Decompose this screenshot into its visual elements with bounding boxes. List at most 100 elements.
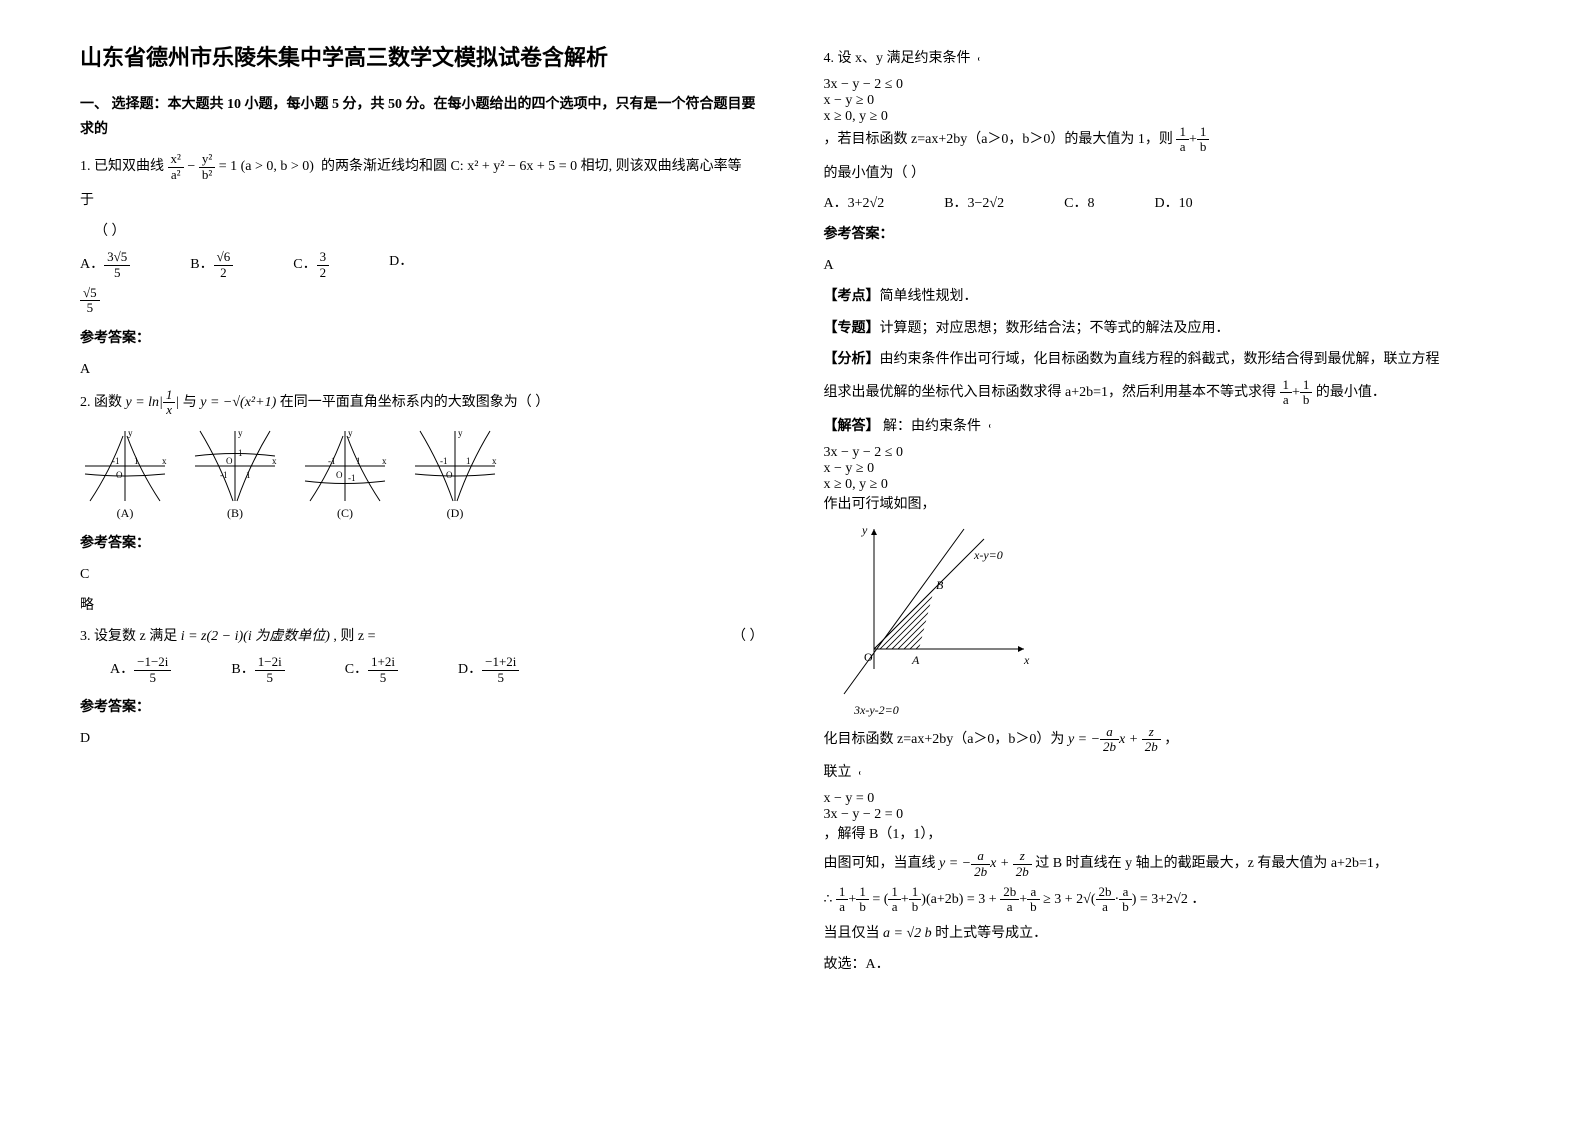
svg-text:O: O xyxy=(116,470,123,480)
q4-t4: 当且仅当 a = √2 b 时上式等号成立． xyxy=(824,921,1508,946)
section-1-heading: 一、 选择题：本大题共 10 小题，每小题 5 分，共 50 分。在每小题给出的… xyxy=(80,92,764,142)
svg-text:1: 1 xyxy=(246,470,251,480)
q4-t5: 故选：A． xyxy=(824,952,1508,977)
q2-stem-c: 在同一平面直角坐标系内的大致图象为（ ） xyxy=(280,395,550,410)
q2-stem: 2. 函数 y = ln|1x| 与 y = −√(x²+1) 在同一平面直角坐… xyxy=(80,388,764,418)
q1-opt-d: D． xyxy=(389,250,413,280)
q3-opt-a: A．−1−2i5 xyxy=(110,655,171,685)
q1-stem-d: 于 xyxy=(80,188,764,213)
q3-stem-b: , 则 z = xyxy=(333,629,375,644)
q4-t2: 由图可知，当直线 y = −a2bx + z2b 过 B 时直线在 y 轴上的截… xyxy=(824,849,1508,879)
q4-opt-c: C．8 xyxy=(1064,192,1094,212)
q1-stem: 1. 已知双曲线 x²a² − y²b² = 1 (a > 0, b > 0) … xyxy=(80,152,764,182)
svg-text:3x-y-2=0: 3x-y-2=0 xyxy=(853,703,899,717)
q4-ans: A xyxy=(824,253,1508,278)
svg-text:1: 1 xyxy=(134,456,139,466)
q1-options: A．3√55 B．√62 C．32 D． xyxy=(80,250,764,280)
q4-t1: 化目标函数 z=ax+2by（a＞0，b＞0）为 y = −a2bx + z2b… xyxy=(824,725,1508,755)
q4-stem-b: ，若目标函数 z=ax+2by（a＞0，b＞0）的最大值为 1，则 xyxy=(824,132,1177,147)
q3-ans: D xyxy=(80,726,764,751)
q1-opt-d-frac: √55 xyxy=(80,286,764,316)
svg-text:y: y xyxy=(458,428,463,438)
q1-opt-c: C．32 xyxy=(293,250,329,280)
q4-lianli: 联立 xyxy=(824,760,1508,785)
q4-tailfrac: 1a xyxy=(1176,125,1189,155)
q2-label-d: (D) xyxy=(410,506,500,521)
q4-zhuanti: 【专题】计算题；对应思想；数形结合法；不等式的解法及应用． xyxy=(824,316,1508,341)
svg-text:O: O xyxy=(226,456,233,466)
q1-stem-b: 的两条渐近线均和圆 C: xyxy=(321,159,467,174)
svg-text:O: O xyxy=(336,470,343,480)
q2-label-c: (C) xyxy=(300,506,390,521)
q2-label-b: (B) xyxy=(190,506,280,521)
q1-stem-a: 1. 已知双曲线 xyxy=(80,159,168,174)
q4-options: A．3+2√2 B．3−2√2 C．8 D．10 xyxy=(824,192,1508,212)
svg-text:x: x xyxy=(492,456,497,466)
q4-constraints xyxy=(978,57,991,61)
q1-hyperbola: x²a² xyxy=(168,152,184,182)
q2-note: 略 xyxy=(80,593,764,618)
q2-graph-d: -1 O 1 x y (D) xyxy=(410,426,500,521)
svg-text:-1: -1 xyxy=(440,456,448,466)
q3-opt-b: B．1−2i5 xyxy=(231,655,284,685)
q4-stem-a: 4. 设 x、y 满足约束条件 xyxy=(824,51,975,66)
page-title: 山东省德州市乐陵朱集中学高三数学文模拟试卷含解析 xyxy=(80,40,764,72)
q2-graphs: -1O1 xy (A) -1O1 1 xy (B) xyxy=(80,426,764,521)
q2-graph-b: -1O1 1 xy (B) xyxy=(190,426,280,521)
svg-text:1: 1 xyxy=(356,456,361,466)
q4-stem-c: 的最小值为（ ） xyxy=(824,161,1508,186)
q4-jieda-intro: 【解答】 解：由约束条件 xyxy=(824,414,1508,439)
q2-graph-c: -1O1 -1 xy (C) xyxy=(300,426,390,521)
svg-text:-1: -1 xyxy=(112,456,120,466)
q1-opt-b: B．√62 xyxy=(190,250,233,280)
q1-stem-c: 相切, 则该双曲线离心率等 xyxy=(581,159,742,174)
q3-stem-a: 3. 设复数 z 满足 xyxy=(80,629,181,644)
q3-opt-d: D．−1+2i5 xyxy=(458,655,519,685)
svg-text:B: B xyxy=(936,578,944,592)
svg-text:y: y xyxy=(861,523,868,537)
svg-text:-1: -1 xyxy=(328,456,336,466)
svg-text:x: x xyxy=(162,456,167,466)
svg-text:1: 1 xyxy=(466,456,471,466)
q2-f1: y = ln|1x| xyxy=(126,395,180,410)
q3-eq: i = z(2 − i)(i 为虚数单位) xyxy=(181,629,330,644)
q2-f2: y = −√(x²+1) xyxy=(200,395,276,410)
q4-opt-d: D．10 xyxy=(1154,192,1192,212)
q2-stem-a: 2. 函数 xyxy=(80,395,126,410)
svg-text:x-y=0: x-y=0 xyxy=(973,548,1003,562)
q3-stem: 3. 设复数 z 满足 i = z(2 − i)(i 为虚数单位) , 则 z … xyxy=(80,624,764,649)
q1-circle: x² + y² − 6x + 5 = 0 xyxy=(467,159,577,174)
q4-fenxi-2: 组求出最优解的坐标代入目标函数求得 a+2b=1，然后利用基本不等式求得 1a+… xyxy=(824,378,1508,408)
svg-text:x: x xyxy=(272,456,277,466)
q4-t3: ∴ 1a+1b = (1a+1b)(a+2b) = 3 + 2ba+ab ≥ 3… xyxy=(824,885,1508,915)
q4-ans-label: 参考答案： xyxy=(824,222,1508,247)
svg-text:-1: -1 xyxy=(348,473,356,483)
svg-text:y: y xyxy=(238,428,243,438)
q4-feasible-region-graph: O x y x-y=0 3x-y-2=0 A B xyxy=(824,519,1508,719)
q3-opt-c: C．1+2i5 xyxy=(345,655,398,685)
q4-opt-b: B．3−2√2 xyxy=(944,192,1004,212)
q3-paren: （ ） xyxy=(732,624,764,649)
q1-paren: （ ） xyxy=(94,219,764,244)
origin-label: O xyxy=(864,650,873,664)
q3-options: A．−1−2i5 B．1−2i5 C．1+2i5 D．−1+2i5 xyxy=(80,655,764,685)
q1-ans: A xyxy=(80,357,764,382)
q1-ans-label: 参考答案： xyxy=(80,326,764,351)
q1-opt-a: A．3√55 xyxy=(80,250,130,280)
q2-ans-label: 参考答案： xyxy=(80,531,764,556)
svg-text:y: y xyxy=(128,428,133,438)
q2-label-a: (A) xyxy=(80,506,170,521)
svg-text:x: x xyxy=(1023,653,1030,667)
q4-kaodian: 【考点】简单线性规划． xyxy=(824,284,1508,309)
svg-text:A: A xyxy=(911,653,920,667)
svg-text:x: x xyxy=(382,456,387,466)
q3-ans-label: 参考答案： xyxy=(80,695,764,720)
svg-text:1: 1 xyxy=(238,448,243,458)
q4-fenxi-1: 【分析】由约束条件作出可行域，化目标函数为直线方程的斜截式，数形结合得到最优解，… xyxy=(824,347,1508,372)
svg-text:O: O xyxy=(446,470,453,480)
q4-opt-a: A．3+2√2 xyxy=(824,192,885,212)
q4-stem: 4. 设 x、y 满足约束条件 xyxy=(824,46,1508,71)
q2-graph-a: -1 O 1 x y (A) xyxy=(80,426,170,521)
q2-stem-b: 与 xyxy=(183,395,201,410)
svg-text:-1: -1 xyxy=(220,470,228,480)
